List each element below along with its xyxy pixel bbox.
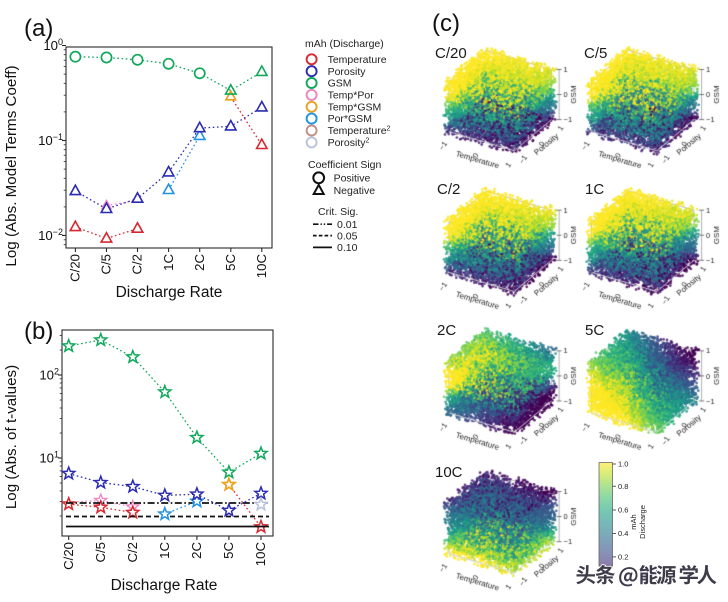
svg-text:mAh (Discharge): mAh (Discharge) — [305, 38, 384, 50]
svg-text:10C: 10C — [254, 254, 269, 279]
svg-text:2C: 2C — [437, 322, 456, 339]
svg-text:Discharge Rate: Discharge Rate — [111, 577, 218, 594]
svg-text:10C: 10C — [253, 542, 268, 567]
svg-text:10−1: 10−1 — [38, 132, 63, 148]
svg-text:0.01: 0.01 — [337, 219, 358, 231]
svg-text:C/2: C/2 — [130, 254, 145, 275]
svg-text:C/2: C/2 — [437, 181, 460, 198]
svg-text:0.8: 0.8 — [618, 482, 628, 491]
svg-text:1C: 1C — [585, 181, 604, 198]
svg-text:Negative: Negative — [334, 185, 376, 197]
svg-text:(b): (b) — [24, 318, 53, 345]
svg-text:C/20: C/20 — [61, 542, 76, 570]
svg-text:C/2: C/2 — [125, 542, 140, 563]
svg-text:Discharge Rate: Discharge Rate — [116, 284, 223, 301]
svg-text:Crit. Sig.: Crit. Sig. — [318, 206, 358, 218]
svg-text:C/5: C/5 — [93, 542, 108, 563]
svg-text:(a): (a) — [24, 15, 53, 42]
svg-text:Temperature2: Temperature2 — [328, 125, 391, 137]
svg-text:C/20: C/20 — [68, 254, 83, 282]
svg-text:Discharge: Discharge — [638, 505, 647, 539]
svg-text:Porosity2: Porosity2 — [328, 137, 370, 149]
svg-text:0.6: 0.6 — [618, 506, 628, 515]
svg-text:C/20: C/20 — [435, 45, 467, 62]
svg-text:Temp*Por: Temp*Por — [328, 90, 375, 102]
svg-text:1C: 1C — [157, 542, 172, 559]
svg-text:Coefficient Sign: Coefficient Sign — [308, 159, 382, 171]
svg-text:0.10: 0.10 — [337, 242, 358, 254]
svg-text:Log (Abs. of t-values): Log (Abs. of t-values) — [3, 365, 20, 509]
svg-text:0.2: 0.2 — [618, 553, 628, 562]
svg-text:Porosity: Porosity — [328, 66, 367, 78]
svg-text:C/5: C/5 — [99, 254, 114, 275]
svg-text:2C: 2C — [189, 542, 204, 559]
svg-text:C/5: C/5 — [584, 45, 607, 62]
svg-text:10C: 10C — [435, 464, 463, 481]
svg-text:GSM: GSM — [328, 78, 352, 90]
svg-text:Positive: Positive — [334, 172, 371, 184]
svg-text:0.05: 0.05 — [337, 230, 358, 242]
svg-text:5C: 5C — [221, 542, 236, 559]
svg-text:1C: 1C — [161, 254, 176, 271]
svg-text:101: 101 — [39, 450, 59, 466]
svg-text:(c): (c) — [432, 10, 460, 37]
svg-text:Log (Abs. Model Terms Coeff): Log (Abs. Model Terms Coeff) — [3, 65, 20, 266]
svg-text:Temperature: Temperature — [328, 54, 387, 66]
svg-text:Temp*GSM: Temp*GSM — [328, 101, 382, 113]
svg-text:5C: 5C — [223, 254, 238, 271]
svg-text:mAh: mAh — [629, 514, 638, 529]
svg-text:0.4: 0.4 — [618, 529, 628, 538]
svg-text:102: 102 — [39, 367, 59, 383]
svg-text:1.0: 1.0 — [618, 460, 628, 469]
svg-text:5C: 5C — [585, 322, 604, 339]
svg-text:2C: 2C — [192, 254, 207, 271]
svg-text:Por*GSM: Por*GSM — [328, 113, 372, 125]
svg-text:10−2: 10−2 — [38, 227, 63, 243]
